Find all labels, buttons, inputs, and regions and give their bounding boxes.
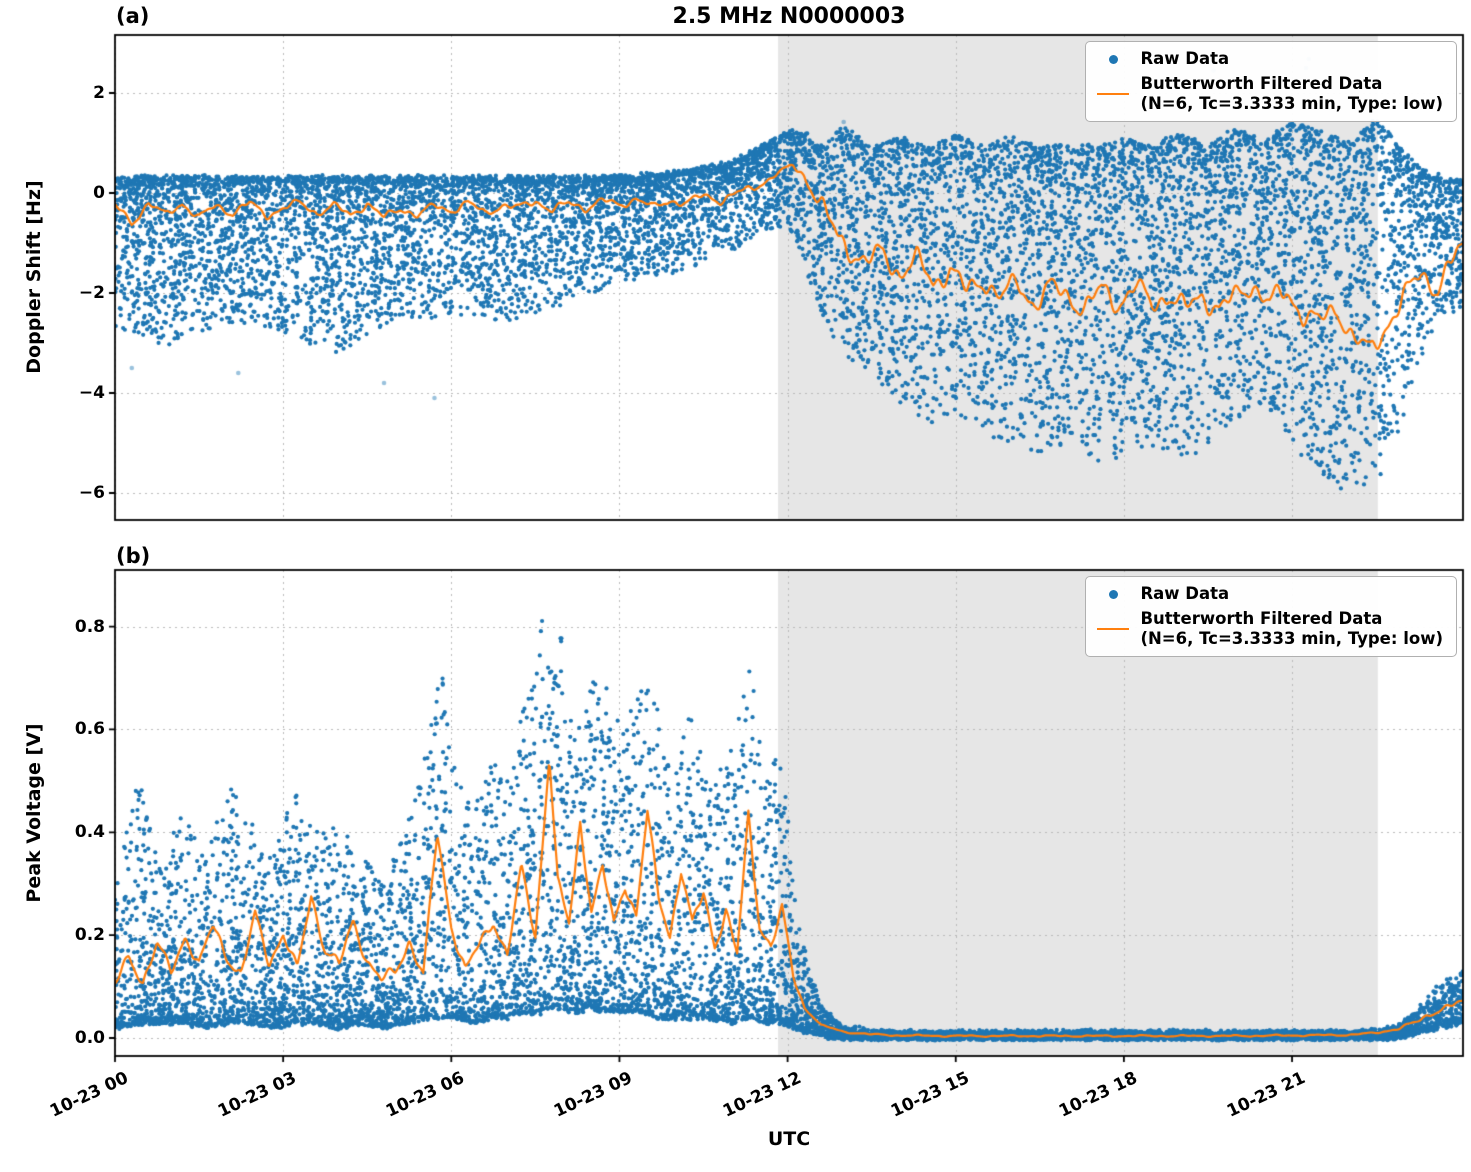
panel-a-legend: Raw Data Butterworth Filtered Data (N=6, …: [1085, 41, 1457, 123]
x-axis-label: UTC: [767, 1128, 811, 1150]
raw-data-label: Raw Data: [1140, 584, 1230, 603]
filtered-label-line1: Butterworth Filtered Data: [1140, 609, 1383, 629]
raw-data-label: Raw Data: [1140, 49, 1230, 68]
raw-data-marker-icon: [1095, 589, 1131, 599]
panel-b-ylabel: Peak Voltage [V]: [23, 723, 45, 903]
y-tick-label: −2: [78, 283, 105, 303]
filtered-label-line1: Butterworth Filtered Data: [1140, 74, 1383, 94]
panel-b-label: (b): [116, 544, 151, 568]
filtered-label-line2: (N=6, Tc=3.3333 min, Type: low): [1140, 629, 1443, 649]
legend-raw-entry: Raw Data: [1095, 584, 1443, 604]
y-tick-label: 0.0: [74, 1028, 105, 1048]
y-tick-label: −6: [78, 483, 105, 503]
legend-raw-entry: Raw Data: [1095, 49, 1443, 69]
y-tick-label: 2: [93, 83, 105, 103]
filtered-line-marker-icon: [1095, 93, 1131, 96]
y-tick-label: 0.4: [74, 822, 105, 843]
y-tick-label: 0.6: [74, 719, 105, 740]
legend-filtered-entry: Butterworth Filtered Data (N=6, Tc=3.3333…: [1095, 609, 1443, 649]
panel-a-ylabel: Doppler Shift [Hz]: [23, 180, 45, 374]
filtered-label-line2: (N=6, Tc=3.3333 min, Type: low): [1140, 94, 1443, 114]
y-tick-label: −4: [78, 383, 105, 403]
panel-b-legend: Raw Data Butterworth Filtered Data (N=6, …: [1085, 576, 1457, 658]
panel-a-label: (a): [116, 4, 150, 28]
y-tick-label: 0.8: [74, 616, 105, 637]
legend-filtered-entry: Butterworth Filtered Data (N=6, Tc=3.3333…: [1095, 74, 1443, 114]
raw-data-marker-icon: [1095, 54, 1131, 64]
filtered-line-marker-icon: [1095, 628, 1131, 631]
chart-title: 2.5 MHz N0000003: [672, 4, 906, 29]
y-tick-label: 0: [93, 183, 105, 203]
y-tick-label: 0.2: [74, 925, 105, 946]
